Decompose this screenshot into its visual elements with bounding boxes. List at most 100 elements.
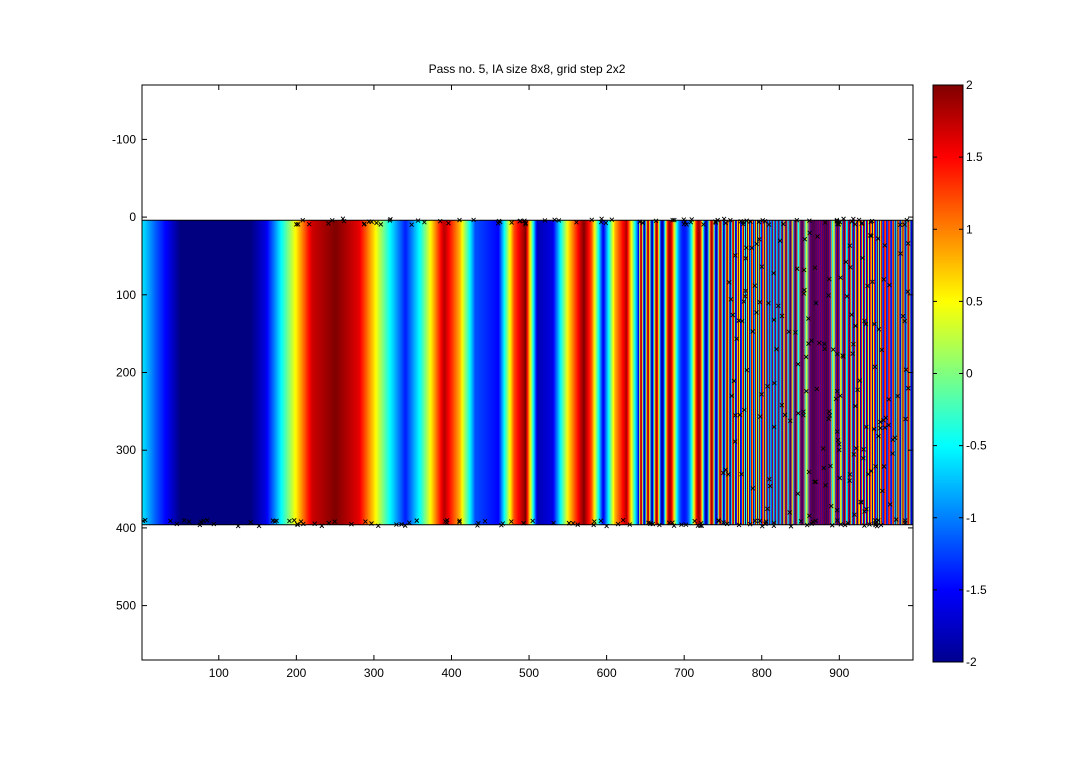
heatmap-column xyxy=(835,220,838,525)
heatmap-column xyxy=(660,220,662,525)
heatmap-column xyxy=(653,220,655,525)
outlier-marker xyxy=(843,259,849,265)
heatmap-column xyxy=(411,220,413,525)
outlier-marker xyxy=(810,519,816,525)
outlier-marker xyxy=(763,519,769,524)
heatmap-column xyxy=(163,220,165,525)
heatmap-column xyxy=(203,220,206,525)
heatmap-column xyxy=(444,220,447,525)
heatmap-column xyxy=(738,220,741,525)
heatmap-column xyxy=(176,220,178,525)
outlier-marker xyxy=(867,522,872,527)
heatmap-column xyxy=(405,220,407,525)
outlier-marker xyxy=(757,414,763,419)
heatmap-column xyxy=(466,220,469,525)
heatmap-column xyxy=(695,220,698,525)
outlier-marker xyxy=(820,446,826,451)
heatmap-column xyxy=(293,220,295,525)
heatmap-column xyxy=(794,220,797,525)
heatmap-column xyxy=(634,220,636,525)
heatmap-column xyxy=(489,220,492,525)
heatmap-column xyxy=(879,220,881,525)
outlier-marker xyxy=(776,303,781,309)
heatmap-column xyxy=(573,220,576,525)
outlier-marker xyxy=(672,217,677,223)
heatmap-column xyxy=(815,220,818,525)
heatmap-column xyxy=(314,220,317,525)
outlier-marker xyxy=(847,472,853,477)
heatmap-column xyxy=(147,220,149,525)
heatmap-column xyxy=(325,220,328,525)
heatmap-column xyxy=(746,220,748,525)
outlier-marker xyxy=(349,521,354,527)
outlier-marker xyxy=(835,437,841,443)
outlier-marker xyxy=(457,519,462,525)
heatmap-column xyxy=(796,220,799,525)
heatmap-column xyxy=(486,220,489,525)
outlier-marker xyxy=(681,217,687,222)
heatmap-column xyxy=(649,220,651,525)
heatmap-column xyxy=(436,220,439,525)
outlier-marker xyxy=(876,327,882,332)
outlier-marker xyxy=(781,221,786,227)
heatmap-column xyxy=(516,220,518,525)
outlier-marker xyxy=(817,340,822,346)
heatmap-column xyxy=(867,220,869,525)
outlier-marker xyxy=(806,469,812,475)
heatmap-column xyxy=(339,220,342,525)
heatmap-column xyxy=(245,220,248,525)
outlier-marker xyxy=(444,517,450,523)
outlier-marker xyxy=(771,520,777,526)
heatmap-column xyxy=(199,220,202,525)
outlier-marker xyxy=(496,218,502,224)
heatmap-column xyxy=(874,220,876,525)
heatmap-column xyxy=(453,220,456,525)
heatmap-column xyxy=(311,220,314,525)
heatmap-column xyxy=(648,220,650,525)
outlier-marker xyxy=(756,219,762,225)
heatmap-column xyxy=(334,220,337,525)
heatmap-column xyxy=(739,220,742,525)
outlier-marker xyxy=(833,396,839,402)
outlier-marker xyxy=(306,221,312,227)
heatmap-column xyxy=(664,220,666,525)
heatmap-column xyxy=(776,220,778,525)
outlier-marker xyxy=(787,418,793,424)
heatmap-column xyxy=(644,220,646,525)
heatmap-column xyxy=(321,220,324,525)
outlier-marker xyxy=(319,523,325,529)
heatmap-column xyxy=(555,220,558,525)
heatmap-column xyxy=(357,220,360,525)
heatmap-column xyxy=(712,220,715,525)
colorbar-tick-label: 2 xyxy=(966,78,973,92)
heatmap-column xyxy=(342,220,345,525)
outlier-marker xyxy=(771,317,777,323)
heatmap-column xyxy=(556,220,559,525)
heatmap-column xyxy=(697,220,700,525)
outlier-marker xyxy=(801,291,807,296)
heatmap-column xyxy=(614,220,617,525)
heatmap-column xyxy=(415,220,417,525)
heatmap-column xyxy=(730,220,733,525)
outlier-marker xyxy=(828,503,834,509)
outlier-marker xyxy=(361,222,367,227)
outlier-marker xyxy=(879,347,885,353)
colorbar-tick-label: -2 xyxy=(966,655,977,669)
heatmap-column xyxy=(894,220,896,525)
outlier-marker xyxy=(857,378,863,383)
heatmap-column xyxy=(864,220,867,525)
outlier-marker xyxy=(741,299,747,304)
heatmap-column xyxy=(591,220,594,525)
outlier-marker xyxy=(765,506,770,512)
heatmap-column xyxy=(354,220,357,525)
heatmap-column xyxy=(755,220,757,525)
heatmap-column xyxy=(191,220,194,525)
heatmap-column xyxy=(866,220,868,525)
heatmap-column xyxy=(810,220,813,525)
heatmap-column xyxy=(606,220,609,525)
heatmap-column xyxy=(737,220,740,525)
x-tick-label: 100 xyxy=(209,666,229,680)
heatmap-column xyxy=(186,220,188,525)
outlier-marker xyxy=(729,393,735,399)
outlier-marker xyxy=(731,378,737,384)
